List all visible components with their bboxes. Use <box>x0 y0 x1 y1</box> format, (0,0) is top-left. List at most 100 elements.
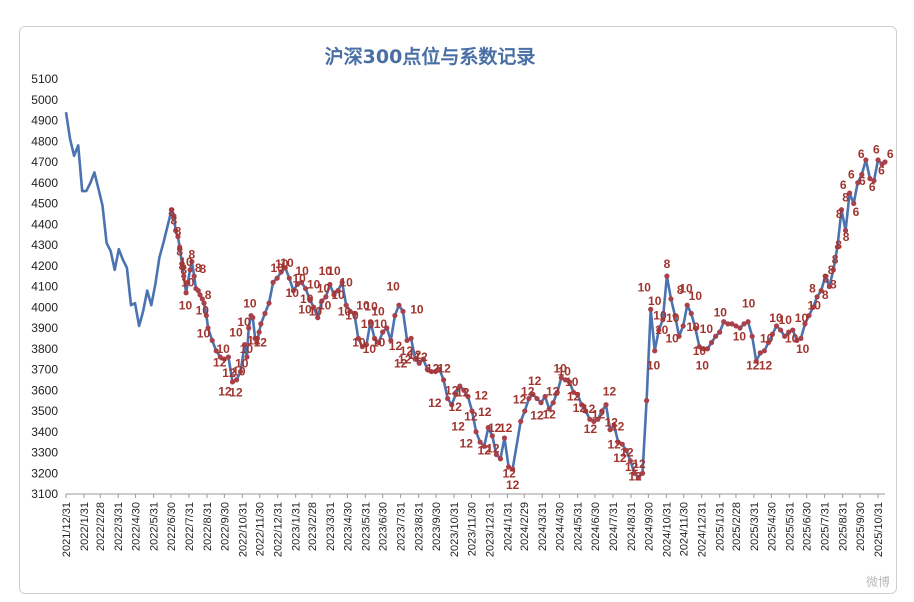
coefficient-label: 10 <box>565 375 579 389</box>
x-tick-label: 2022/10/31 <box>237 502 249 557</box>
coefficient-label: 12 <box>592 407 606 421</box>
x-tick-label: 2022/4/30 <box>131 502 143 551</box>
coefficient-label: 8 <box>842 190 849 204</box>
data-point <box>676 333 682 339</box>
data-point <box>363 342 370 348</box>
x-tick-label: 2023/3/31 <box>325 502 337 551</box>
coefficient-label: 10 <box>796 342 810 356</box>
coefficient-label: 8 <box>664 257 671 271</box>
coefficient-label: 10 <box>679 282 693 296</box>
data-point <box>177 244 183 250</box>
data-point <box>497 456 504 462</box>
data-point <box>798 335 804 341</box>
data-point <box>583 408 589 414</box>
y-tick-label: 3400 <box>31 425 58 439</box>
data-point <box>298 279 305 285</box>
data-point <box>339 279 345 285</box>
data-point <box>191 273 197 279</box>
data-point <box>688 310 694 317</box>
data-point <box>168 207 175 213</box>
coefficient-label: 10 <box>371 305 385 319</box>
coefficient-label: 10 <box>352 336 366 350</box>
coefficient-label: 8 <box>175 225 182 239</box>
y-tick-label: 3600 <box>31 383 58 397</box>
data-point <box>644 398 650 404</box>
y-tick-label: 4500 <box>31 197 58 211</box>
data-point <box>834 244 841 250</box>
coefficient-label: 10 <box>280 256 294 270</box>
coefficient-label: 6 <box>848 168 855 182</box>
data-point <box>554 389 560 395</box>
coefficient-label: 10 <box>179 298 193 312</box>
data-point <box>871 178 877 184</box>
coefficient-label: 12 <box>625 460 639 474</box>
data-point <box>566 379 573 385</box>
data-point <box>692 325 698 331</box>
data-point <box>863 157 869 163</box>
data-point <box>684 302 690 308</box>
data-point <box>286 275 292 281</box>
data-point <box>469 408 475 414</box>
data-point <box>777 327 784 333</box>
data-point <box>351 310 357 317</box>
x-tick-label: 2025/5/31 <box>784 502 796 551</box>
data-point <box>229 379 236 385</box>
coefficient-label: 6 <box>853 205 860 219</box>
coefficient-label: 10 <box>696 359 710 373</box>
data-point <box>542 393 548 400</box>
coefficient-label: 10 <box>795 311 809 325</box>
data-point <box>493 451 499 458</box>
x-tick-label: 2024/5/31 <box>573 502 585 551</box>
x-tick-label: 2024/3/31 <box>537 502 549 551</box>
data-point <box>749 333 755 339</box>
coefficient-label: 12 <box>218 384 232 398</box>
coefficient-label: 12 <box>247 334 261 348</box>
coefficient-label: 10 <box>647 359 661 373</box>
coefficient-label: 12 <box>394 356 408 370</box>
coefficient-label: 10 <box>309 305 323 319</box>
data-point <box>183 290 189 296</box>
coefficient-label: 12 <box>445 383 459 397</box>
data-point <box>195 288 201 294</box>
coefficient-label: 10 <box>300 292 314 306</box>
data-point <box>246 325 252 331</box>
coefficient-label: 10 <box>345 309 359 323</box>
data-point <box>668 296 674 302</box>
data-point <box>331 292 337 298</box>
data-point <box>806 312 812 319</box>
coefficient-label: 10 <box>386 280 400 294</box>
coefficient-label: 8 <box>677 283 684 297</box>
coefficient-label: 10 <box>237 315 251 329</box>
data-point <box>757 350 763 356</box>
data-point <box>457 383 463 389</box>
data-point <box>721 319 727 325</box>
data-point <box>384 325 390 331</box>
data-point <box>672 312 678 319</box>
coefficient-label: 10 <box>275 257 289 271</box>
coefficient-label: 12 <box>213 355 227 369</box>
data-point <box>302 285 309 292</box>
data-point <box>380 329 386 335</box>
x-tick-label: 2023/9/30 <box>431 502 443 551</box>
data-point <box>875 157 881 163</box>
coefficient-label: 12 <box>607 437 621 451</box>
data-point <box>607 427 613 433</box>
x-tick-label: 2024/8/31 <box>626 502 638 551</box>
y-tick-label: 3900 <box>31 321 58 335</box>
x-tick-label: 2025/9/30 <box>855 502 867 551</box>
y-tick-label: 3700 <box>31 363 58 377</box>
data-point <box>623 447 629 454</box>
coefficient-label: 10 <box>638 281 652 295</box>
coefficient-label: 10 <box>286 286 300 300</box>
data-point <box>181 273 187 279</box>
coefficient-label: 10 <box>554 362 568 376</box>
data-point <box>627 458 633 464</box>
x-tick-label: 2025/10/31 <box>873 502 885 557</box>
data-point <box>189 259 195 265</box>
coefficient-label: 10 <box>364 299 378 313</box>
data-point <box>733 323 739 329</box>
coefficient-label: 8 <box>176 244 183 258</box>
coefficient-label: 12 <box>499 421 513 435</box>
data-point <box>173 227 179 234</box>
data-point <box>635 474 642 480</box>
